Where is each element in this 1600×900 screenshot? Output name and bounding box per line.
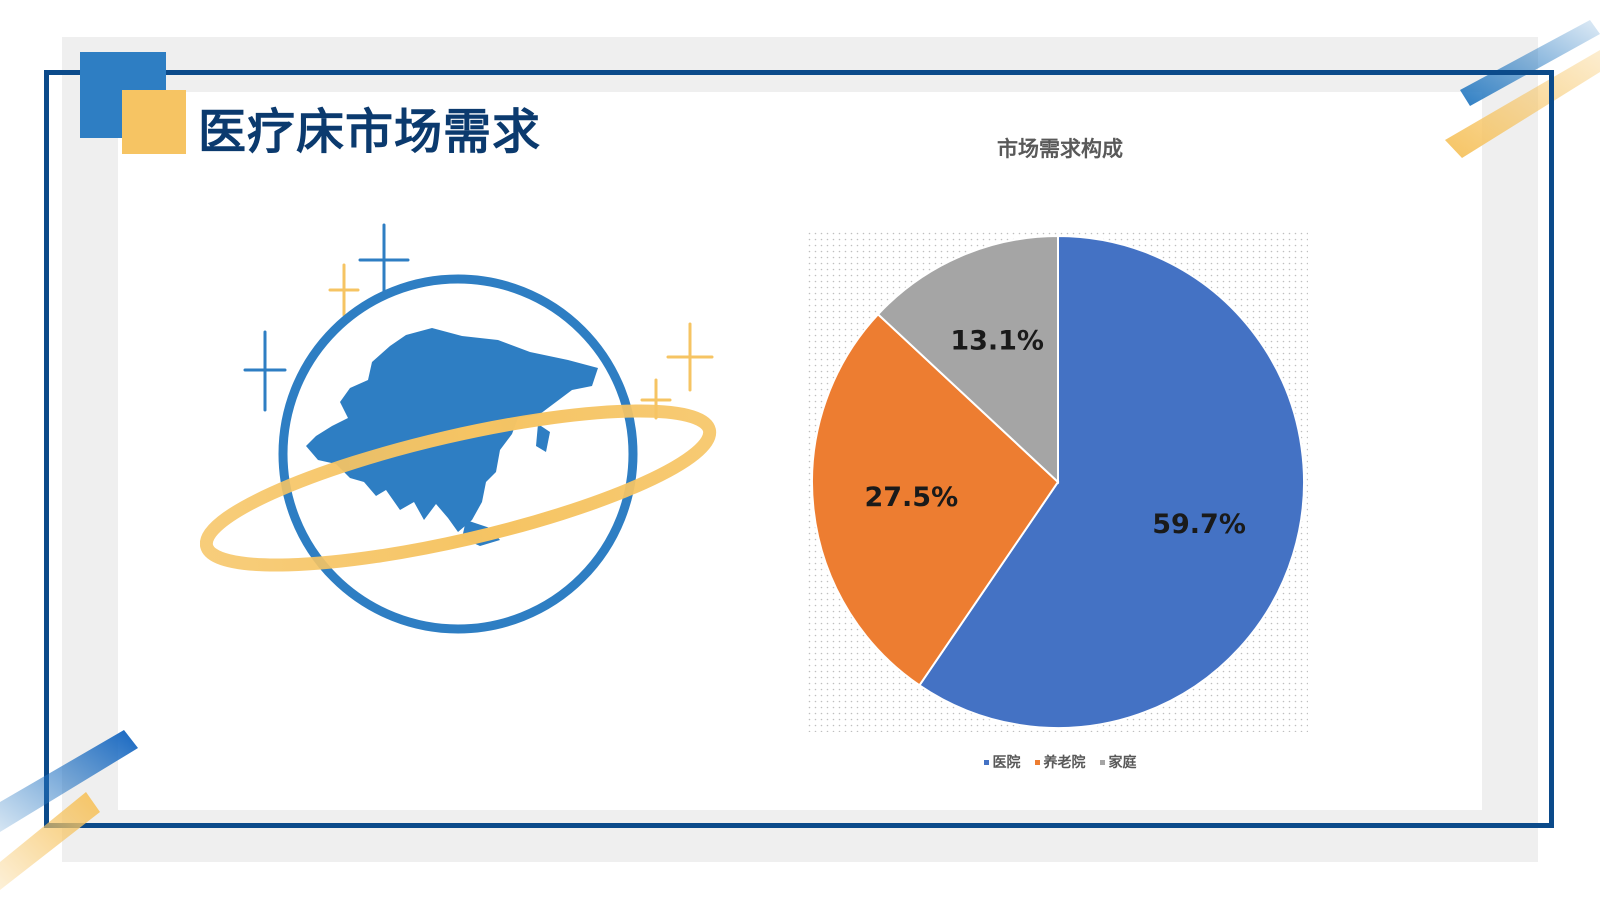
chart-legend: 医院 养老院 家庭: [860, 752, 1260, 772]
legend-swatch: [1034, 759, 1040, 765]
sparkle-blue-icon: [243, 223, 410, 412]
title-accent-yellow: [122, 90, 186, 154]
data-label-1: 59.7%: [1152, 509, 1246, 540]
globe-asia-icon: [200, 223, 717, 634]
data-label-3: 13.1%: [950, 326, 1044, 357]
slide-frame: [44, 70, 1554, 828]
chart-title: 市场需求构成: [997, 137, 1123, 161]
legend-label: 家庭: [1108, 755, 1137, 771]
legend-label: 养老院: [1043, 755, 1086, 771]
corner-stripes-top-right: [1445, 20, 1600, 158]
pie-slice-1: [918, 234, 1305, 729]
legend-item-3: 家庭: [1099, 752, 1137, 772]
legend-label: 医院: [992, 755, 1021, 771]
pie-slice-2: [811, 312, 1060, 687]
legend-item-1: 医院: [983, 752, 1021, 772]
pie-slice-3: [876, 234, 1059, 485]
legend-item-2: 养老院: [1034, 752, 1086, 772]
data-label-2: 27.5%: [864, 482, 958, 513]
corner-stripes-bottom-left: [0, 730, 138, 890]
legend-swatch: [1099, 759, 1105, 765]
pie-chart: 59.7% 27.5% 13.1%: [808, 232, 1308, 732]
legend-swatch: [983, 759, 989, 765]
page-title: 医疗床市场需求: [198, 104, 542, 160]
